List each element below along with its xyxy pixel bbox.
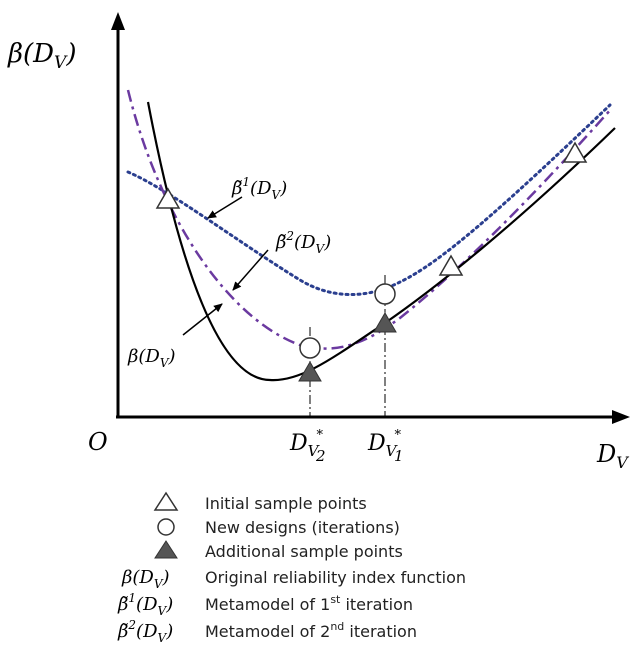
beta1-annotation-arrow <box>207 196 243 219</box>
legend-initial-icon <box>153 491 179 511</box>
legend-original-text: Original reliability index function <box>205 568 466 587</box>
metamodel-1-curve <box>126 103 612 297</box>
new-design-point <box>374 283 396 305</box>
legend-meta2-text: Metamodel of 2nd iteration <box>205 620 417 641</box>
legend-original-symbol: β(DV) <box>121 567 170 591</box>
legend-meta1-text: Metamodel of 1st iteration <box>205 593 413 614</box>
beta2-annotation-arrow <box>232 249 269 291</box>
legend-new-designs-icon <box>157 518 175 536</box>
legend-meta1-symbol: β̃1(DV) <box>117 591 173 618</box>
legend-new-designs-text: New designs (iterations) <box>205 518 400 537</box>
y-axis-arrow-icon <box>111 12 125 30</box>
additional-sample-point <box>298 361 322 382</box>
legend: Initial sample points New designs (itera… <box>117 491 466 645</box>
dv2-marker-label: DV* 2 <box>289 428 326 465</box>
beta2-label: β̃2(DV) <box>275 229 331 256</box>
beta1-label: β̃1(DV) <box>231 175 287 202</box>
beta-annotation-arrow <box>182 303 223 336</box>
new-design-point <box>299 337 321 359</box>
origin-label: O <box>88 428 108 456</box>
legend-additional-icon <box>154 540 178 559</box>
dv1-marker-label: DV* 1 <box>367 428 404 465</box>
initial-sample-point <box>155 187 181 209</box>
legend-meta2-symbol: β̃2(DV) <box>117 618 173 645</box>
y-axis-label: β(DV) <box>7 39 76 73</box>
legend-additional-text: Additional sample points <box>205 542 403 561</box>
x-axis-label: DV <box>596 440 629 472</box>
metamodel-2-curve <box>126 89 613 350</box>
legend-initial-text: Initial sample points <box>205 494 367 513</box>
initial-sample-point <box>438 254 464 276</box>
beta-label: β(DV) <box>127 346 176 370</box>
original-function-curve <box>146 101 616 382</box>
additional-sample-point <box>373 312 397 333</box>
initial-sample-point <box>562 141 588 163</box>
x-axis-arrow-icon <box>612 410 630 424</box>
